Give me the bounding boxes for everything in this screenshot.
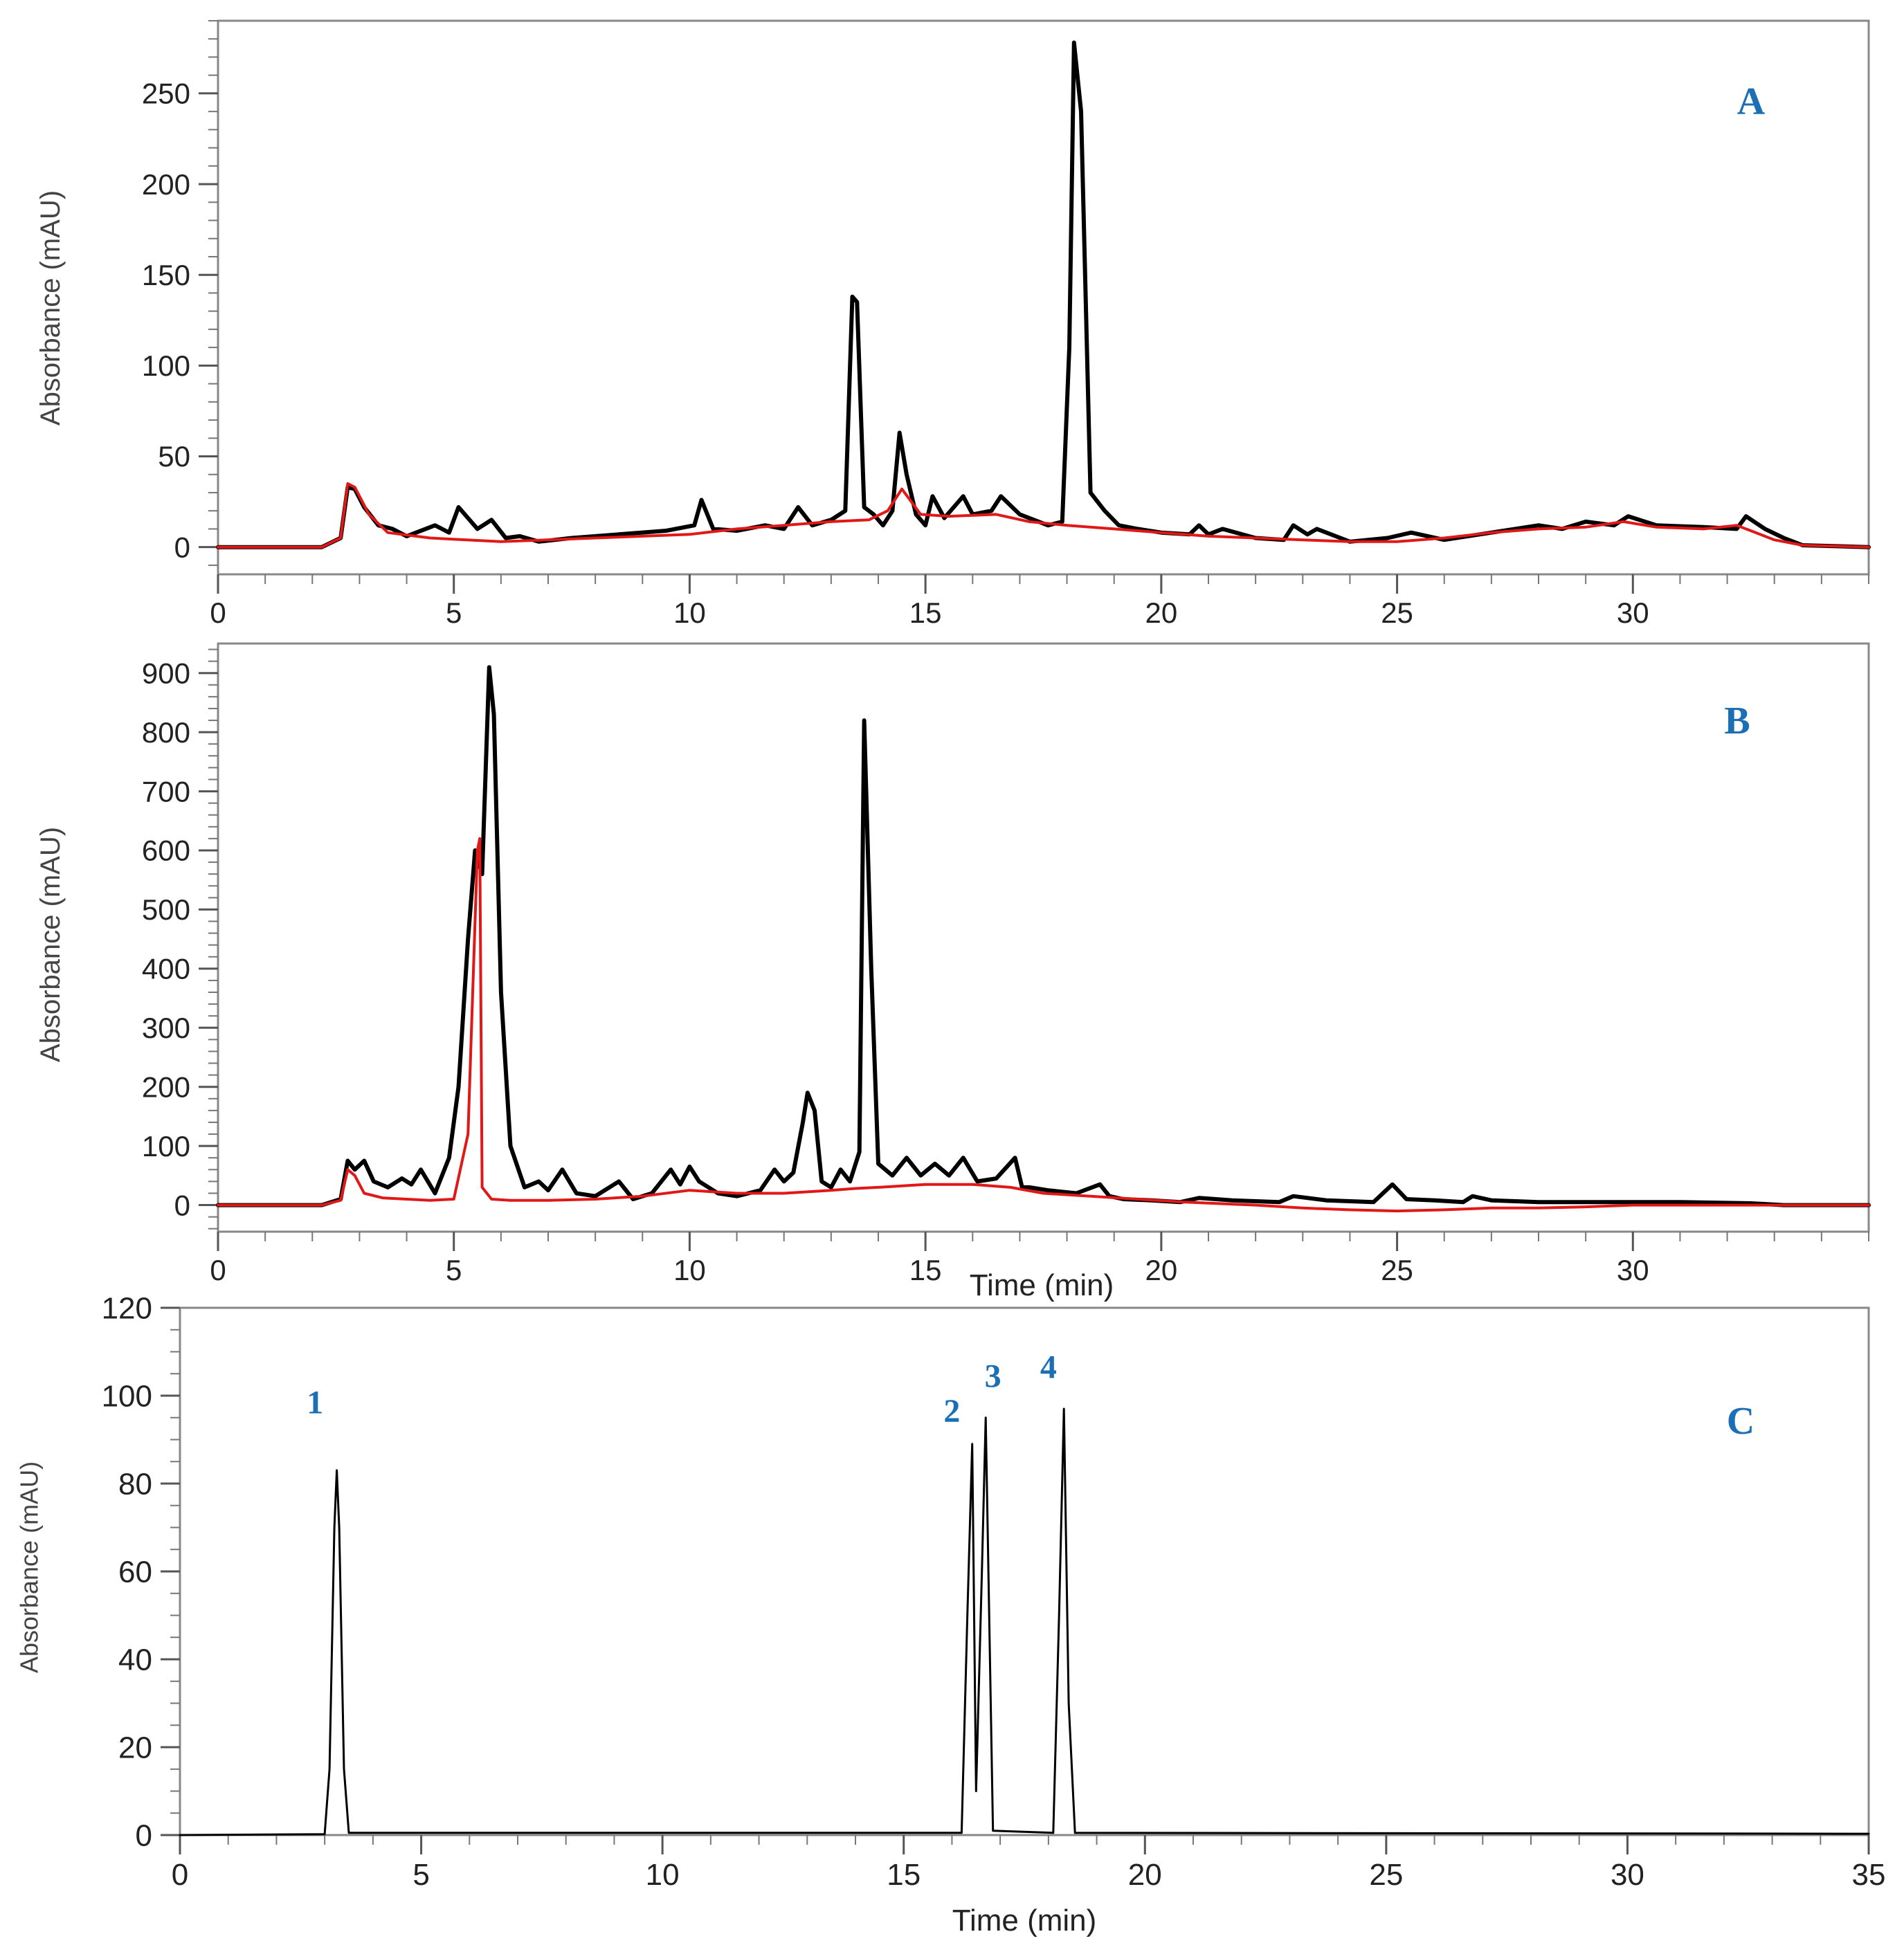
peak-label: 2 [943, 1393, 960, 1430]
x-tick-label: 5 [446, 1254, 462, 1286]
y-tick-label: 20 [118, 1731, 152, 1764]
y-tick-label: 150 [142, 259, 190, 291]
series-chromatogram-line [216, 40, 1871, 549]
y-tick-label: 900 [142, 657, 190, 689]
chart-panel-a: 0 50 100 150 200 250 0 5 10 15 20 25 30 Absorbance (m… [35, 19, 1871, 629]
series-baseline-line [217, 837, 1870, 1213]
peak-label: 4 [1040, 1349, 1057, 1386]
x-tick-label: 15 [887, 1858, 921, 1892]
x-tick-label: 25 [1381, 596, 1413, 629]
x-tick-label: 30 [1617, 596, 1649, 629]
plot-frame [217, 19, 1870, 576]
x-tick-label: 20 [1145, 596, 1177, 629]
x-tick-label: 5 [412, 1858, 429, 1892]
panel-label-c: C [1727, 1400, 1755, 1443]
y-tick-label: 100 [142, 1130, 190, 1162]
y-tick-label: 50 [158, 440, 190, 473]
chart-panel-c: 0 20 40 60 80 100 120 0 5 10 15 20 25 30 35 Absorbance … [15, 1291, 1885, 1937]
panel-label-a: A [1737, 80, 1766, 123]
y-tick-label: 100 [142, 349, 190, 382]
y-tick-label: 80 [118, 1467, 152, 1501]
y-tick-label: 250 [142, 77, 190, 110]
y-tick-label: 400 [142, 953, 190, 985]
y-axis-label: Absorbance (mAU) [35, 190, 66, 426]
y-tick-label: 200 [142, 168, 190, 201]
x-tick-label: 30 [1617, 1254, 1649, 1286]
x-tick-label: 15 [909, 1254, 942, 1286]
panel-label-b: B [1724, 700, 1750, 742]
peak-label: 1 [307, 1384, 323, 1421]
series-standards-line [179, 1407, 1870, 1836]
x-tick-label: 15 [909, 596, 942, 629]
x-tick-label: 35 [1852, 1858, 1886, 1892]
x-tick-label: 5 [446, 596, 462, 629]
x-tick-label: 0 [210, 596, 226, 629]
x-tick-label: 20 [1128, 1858, 1162, 1892]
x-tick-label: 0 [172, 1858, 188, 1892]
plot-frame [217, 642, 1870, 1233]
y-axis-label: Absorbance (mAU) [15, 1461, 43, 1673]
y-tick-label: 600 [142, 834, 190, 867]
x-tick-label: 25 [1369, 1858, 1403, 1892]
chart-panel-b: 0 100 200 300 400 500 600 700 800 900 0 5 10 15 20 25 30… [35, 642, 1871, 1302]
x-axis-label: Time (min) [970, 1268, 1114, 1302]
y-tick-label: 40 [118, 1643, 152, 1677]
series-chromatogram-line [216, 665, 1871, 1207]
x-tick-label: 10 [646, 1858, 680, 1892]
y-tick-label: 500 [142, 893, 190, 926]
y-tick-label: 0 [174, 531, 190, 563]
y-tick-label: 800 [142, 716, 190, 749]
x-tick-label: 0 [210, 1254, 226, 1286]
y-tick-label: 300 [142, 1012, 190, 1044]
y-tick-label: 60 [118, 1555, 152, 1589]
y-axis-label: Absorbance (mAU) [35, 827, 66, 1062]
x-tick-label: 10 [673, 596, 706, 629]
x-tick-label: 10 [673, 1254, 706, 1286]
y-tick-label: 0 [174, 1189, 190, 1221]
plot-frame [179, 1306, 1870, 1836]
x-tick-label: 30 [1611, 1858, 1644, 1892]
x-tick-label: 25 [1381, 1254, 1413, 1286]
peak-label: 3 [985, 1358, 1001, 1394]
y-tick-label: 0 [136, 1818, 152, 1852]
series-baseline-line [217, 482, 1870, 549]
y-tick-label: 700 [142, 775, 190, 808]
x-axis-label: Time (min) [952, 1904, 1097, 1937]
y-tick-label: 100 [102, 1379, 152, 1413]
y-tick-label: 120 [102, 1291, 152, 1325]
x-tick-label: 20 [1145, 1254, 1177, 1286]
y-tick-label: 200 [142, 1070, 190, 1103]
